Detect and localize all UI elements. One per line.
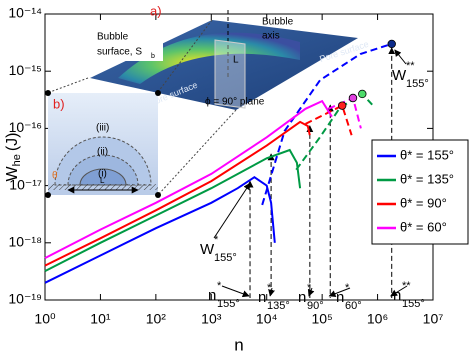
inset-text: axis — [262, 31, 280, 42]
annotation-sup: * — [214, 234, 219, 246]
panel-label: b) — [53, 96, 65, 111]
y-tick-label: 10⁻¹⁹ — [8, 291, 42, 307]
annotation-base: n — [208, 287, 216, 304]
peak-marker — [358, 89, 367, 99]
inset-text: Bubble — [262, 17, 294, 28]
y-axis-label: Whe (J) — [4, 132, 23, 181]
annotation-sup: * — [307, 282, 312, 294]
annotation-arrow — [328, 287, 351, 298]
y-tick-label: 10⁻¹⁷ — [9, 176, 42, 192]
corner — [155, 192, 161, 198]
y-axis-label-base: W — [4, 166, 21, 182]
x-tick-label: 10⁵ — [311, 311, 332, 327]
inset-b: b) (iii) (ii) (i) θ L — [45, 90, 161, 198]
peak-marker — [387, 39, 396, 49]
annotation-sup: ** — [406, 60, 415, 72]
x-tick-label: 10⁴ — [256, 311, 278, 327]
annotation-base: n — [298, 289, 306, 306]
annotation-base: n — [258, 289, 266, 306]
inset-text: surface, S — [97, 47, 142, 58]
annotation-sup: * — [267, 282, 272, 294]
annotation-base: W — [392, 67, 407, 84]
series-branch — [305, 104, 353, 136]
inset-text: Bubble — [97, 32, 129, 43]
inset-text: (i) — [98, 169, 107, 180]
y-tick-label: 10⁻¹⁴ — [8, 5, 42, 21]
annotation-arrow — [394, 49, 407, 65]
annotation-arrow — [213, 182, 251, 239]
y-tick-label: 10⁻¹⁵ — [9, 62, 42, 78]
y-axis-label-unit: (J) — [4, 132, 21, 151]
x-tick-label: 10⁰ — [34, 311, 56, 327]
inset-text: θ — [52, 171, 58, 182]
connector — [157, 109, 237, 196]
y-axis-label-sub: he — [11, 154, 23, 166]
corner — [45, 192, 51, 198]
x-tick-label: 10⁶ — [367, 311, 388, 327]
y-tick-label: 10⁻¹⁶ — [9, 119, 42, 135]
annotation-sub: 155° — [214, 252, 237, 264]
annotation-arrow — [307, 287, 315, 297]
connector — [49, 77, 89, 93]
bubble-i — [79, 168, 127, 186]
annotation-sub: 90° — [307, 300, 324, 312]
annotation-sup: * — [345, 282, 350, 294]
inset-text: (ii) — [97, 147, 108, 158]
inset-text: b — [151, 53, 155, 60]
inset-text: (iii) — [96, 123, 109, 134]
annotation-sub: 135° — [267, 300, 290, 312]
panel-label: a) — [150, 3, 162, 18]
bubble-surface-shape — [118, 32, 300, 84]
series-line — [44, 148, 302, 272]
annotation-sup: * — [217, 280, 222, 292]
annotation-base: n — [393, 287, 401, 304]
inset-text: L — [100, 176, 105, 185]
corner — [45, 90, 51, 96]
series-branch — [295, 92, 373, 171]
series-branch — [261, 42, 393, 206]
x-tick-label: 10⁷ — [423, 311, 444, 327]
legend-label: θ* = 60° — [400, 219, 447, 234]
x-tick-label: 10¹ — [90, 311, 111, 327]
annotation-sub: 155° — [217, 298, 240, 310]
annotation-arrow — [221, 285, 250, 298]
x-axis-label: n — [234, 335, 243, 354]
annotation-sub: 155° — [402, 298, 425, 310]
inset-text: ϕ = 90° plane — [205, 97, 265, 108]
series-line — [44, 175, 276, 284]
annotation-arrow — [390, 285, 408, 297]
annotation-arrow — [268, 287, 275, 297]
x-tick-label: 10² — [146, 311, 167, 327]
legend-box — [371, 139, 469, 245]
peak-marker — [348, 93, 358, 103]
legend-label: θ* = 155° — [400, 147, 454, 162]
series-line — [44, 99, 333, 259]
annotation-sub: 60° — [345, 300, 362, 312]
plane — [214, 39, 246, 109]
connector — [157, 19, 213, 93]
series-line — [44, 120, 311, 267]
peak-marker — [337, 101, 347, 110]
inset-text: L — [233, 55, 239, 66]
y-tick-label: 10⁻¹⁸ — [8, 234, 42, 250]
annotation-sub: 155° — [406, 78, 429, 90]
label-box — [93, 29, 163, 61]
x-tick-label: 10³ — [201, 311, 222, 327]
inset-a: a) Bubble surface, S b Bubble axis Pore … — [49, 3, 370, 196]
annotation-base: W — [200, 241, 215, 258]
legend-label: θ* = 90° — [400, 195, 447, 210]
legend-label: θ* = 135° — [400, 171, 454, 186]
plot-area: 10⁰ 10¹ 10² 10³ 10⁴ 10⁵ 10⁶ 10⁷ 10⁻¹⁹ 10⁻¹⁸ 10⁻¹⁷ 1… — [4, 5, 469, 354]
annotation-sup: ** — [402, 280, 411, 292]
corner — [155, 90, 161, 96]
annotation-base: n — [336, 289, 344, 306]
